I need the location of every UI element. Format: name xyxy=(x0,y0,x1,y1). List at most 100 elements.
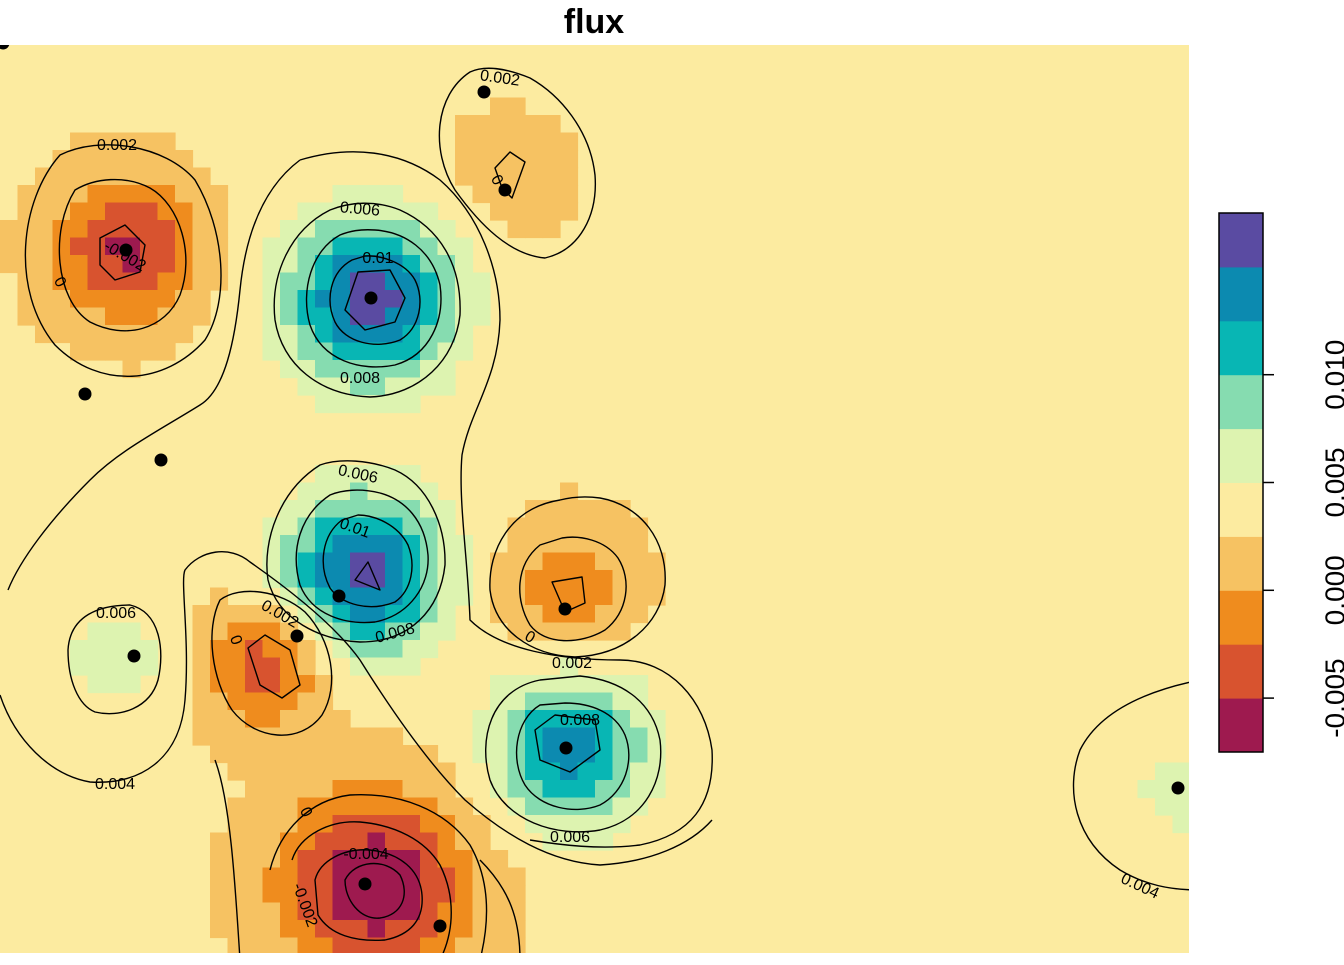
heatmap-cell xyxy=(543,185,561,203)
heatmap-cell xyxy=(403,483,421,501)
heatmap-cell xyxy=(455,903,473,921)
heatmap-cell xyxy=(385,885,403,903)
heatmap-cell xyxy=(158,255,176,273)
heatmap-cell xyxy=(210,745,228,763)
heatmap-cell xyxy=(648,780,666,798)
heatmap-cell xyxy=(543,605,561,623)
heatmap-cell xyxy=(595,570,613,588)
heatmap-cell xyxy=(385,203,403,221)
heatmap-cell xyxy=(315,238,333,256)
heatmap-cell xyxy=(473,290,491,308)
heatmap-cell xyxy=(438,903,456,921)
heatmap-cell xyxy=(70,203,88,221)
heatmap-cell xyxy=(70,255,88,273)
heatmap-cell xyxy=(140,290,158,308)
heatmap-cell xyxy=(420,290,438,308)
heatmap-cell xyxy=(70,658,88,676)
heatmap-cell xyxy=(525,518,543,536)
heatmap-cell xyxy=(543,133,561,151)
heatmap-cell xyxy=(1173,815,1191,833)
heatmap-cell xyxy=(263,920,281,938)
heatmap-cell xyxy=(613,623,631,641)
heatmap-cell xyxy=(158,290,176,308)
heatmap-cell xyxy=(490,903,508,921)
heatmap-cell xyxy=(525,728,543,746)
heatmap-cell xyxy=(595,763,613,781)
heatmap-cell xyxy=(105,220,123,238)
heatmap-cell xyxy=(105,203,123,221)
heatmap-cell xyxy=(123,343,141,361)
heatmap-cell xyxy=(420,815,438,833)
heatmap-cell xyxy=(508,675,526,693)
heatmap-cell xyxy=(403,535,421,553)
heatmap-cell xyxy=(630,605,648,623)
heatmap-cell xyxy=(105,290,123,308)
heatmap-cell xyxy=(175,325,193,343)
heatmap-cell xyxy=(105,325,123,343)
heatmap-cell xyxy=(123,203,141,221)
heatmap-cell xyxy=(368,658,386,676)
heatmap-cell xyxy=(88,658,106,676)
heatmap-cell xyxy=(298,693,316,711)
heatmap-cell xyxy=(175,185,193,203)
heatmap-cell xyxy=(630,763,648,781)
heatmap-cell xyxy=(560,203,578,221)
heatmap-cell xyxy=(455,133,473,151)
heatmap-cell xyxy=(455,290,473,308)
heatmap-cell xyxy=(0,255,18,273)
heatmap-cell xyxy=(315,500,333,518)
heatmap-cell xyxy=(578,588,596,606)
heatmap-cell xyxy=(193,308,211,326)
legend-swatches xyxy=(1219,213,1263,753)
heatmap-cell xyxy=(228,850,246,868)
heatmap-cell xyxy=(193,185,211,203)
heatmap-cell xyxy=(263,623,281,641)
heatmap-cell xyxy=(420,640,438,658)
heatmap-cell xyxy=(35,325,53,343)
heatmap-cell xyxy=(455,885,473,903)
heatmap-cell xyxy=(193,255,211,273)
heatmap-cell xyxy=(333,938,351,956)
heatmap-cell xyxy=(595,693,613,711)
heatmap-cell xyxy=(263,308,281,326)
heatmap-cell xyxy=(630,745,648,763)
heatmap-cell xyxy=(35,255,53,273)
heatmap-cell xyxy=(385,570,403,588)
heatmap-cell xyxy=(245,833,263,851)
heatmap-cell xyxy=(385,290,403,308)
heatmap-cell xyxy=(280,903,298,921)
heatmap-cell xyxy=(578,605,596,623)
heatmap-cell xyxy=(228,938,246,956)
heatmap-cell xyxy=(420,623,438,641)
heatmap-cell xyxy=(438,938,456,956)
heatmap-cell xyxy=(140,343,158,361)
heatmap-cell xyxy=(280,693,298,711)
heatmap-cell xyxy=(473,710,491,728)
heatmap-cell xyxy=(228,605,246,623)
heatmap-cell xyxy=(245,868,263,886)
heatmap-cell xyxy=(385,780,403,798)
heatmap-cell xyxy=(630,728,648,746)
legend-swatch xyxy=(1219,698,1263,752)
heatmap-cell xyxy=(245,728,263,746)
heatmap-cell xyxy=(438,815,456,833)
heatmap-cell xyxy=(490,203,508,221)
heatmap-cell xyxy=(105,675,123,693)
heatmap-cell xyxy=(385,553,403,571)
heatmap-cell xyxy=(385,938,403,956)
heatmap-cell xyxy=(455,570,473,588)
heatmap-cell xyxy=(525,763,543,781)
heatmap-cell xyxy=(140,658,158,676)
heatmap-cell xyxy=(123,308,141,326)
heatmap-cell xyxy=(315,220,333,238)
heatmap-cell xyxy=(595,553,613,571)
heatmap-cell xyxy=(613,518,631,536)
heatmap-cell xyxy=(263,238,281,256)
heatmap-cell xyxy=(543,553,561,571)
heatmap-cell xyxy=(298,553,316,571)
heatmap-cell xyxy=(245,938,263,956)
heatmap-cell xyxy=(560,150,578,168)
heatmap-cell xyxy=(210,920,228,938)
heatmap-cell xyxy=(630,710,648,728)
